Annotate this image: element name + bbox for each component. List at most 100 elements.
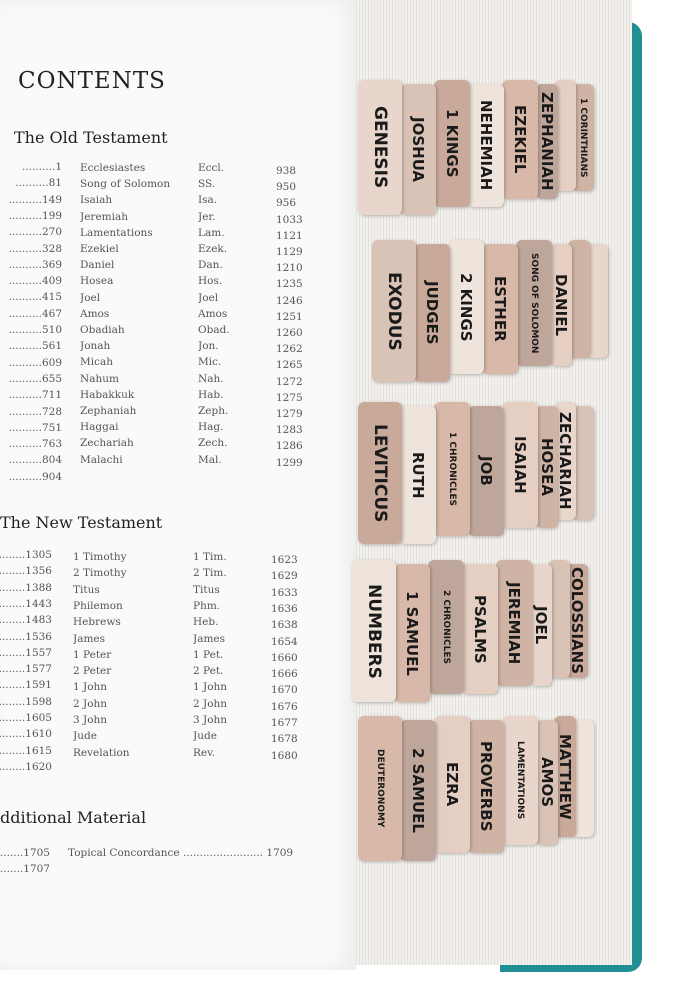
book-tab[interactable]: NUMBERS: [352, 560, 396, 702]
book-name: 2 John: [73, 697, 108, 710]
book-abbrev: 2 John: [193, 697, 228, 710]
book-tab[interactable]: MATTHEW: [554, 716, 576, 837]
book-tab[interactable]: 2 CHRONICLES: [428, 560, 464, 694]
book-tab[interactable]: NEHEMIAH: [468, 84, 504, 207]
book-tab[interactable]: LEVITICUS: [358, 402, 402, 544]
left-page-number: ..........415: [8, 291, 62, 304]
page-number: 1623: [271, 554, 298, 566]
book-tab[interactable]: [586, 244, 608, 358]
book-tab[interactable]: 1 KINGS: [434, 80, 470, 207]
book-abbrev: Zeph.: [198, 405, 229, 417]
book-tab[interactable]: JUDGES: [414, 244, 450, 382]
book-tab[interactable]: 1 CORINTHIANS: [572, 84, 594, 191]
book-abbrev: Isa.: [198, 194, 218, 207]
book-tab[interactable]: EXODUS: [372, 240, 416, 382]
book-tab-label: 2 SAMUEL: [409, 748, 427, 833]
book-tab-label: JOEL: [532, 605, 550, 645]
book-tab-label: DANIEL: [552, 274, 570, 336]
book-name: 2 Timothy: [73, 567, 127, 580]
book-tab[interactable]: SONG OF SOLOMON: [516, 240, 552, 366]
book-abbrev: 1 John: [193, 681, 228, 694]
page-number: 1677: [271, 717, 298, 729]
book-name: 3 John: [73, 714, 108, 726]
page-number: 1633: [271, 586, 298, 599]
book-tab[interactable]: GENESIS: [358, 80, 402, 215]
book-tab[interactable]: ZECHARIAH: [554, 402, 576, 520]
book-tab[interactable]: [568, 240, 590, 358]
book-tab[interactable]: [548, 560, 570, 678]
book-name: Obadiah: [80, 324, 125, 336]
toc-row: Revelation Rev. 1680: [73, 747, 298, 763]
book-tab[interactable]: DEUTERONOMY: [358, 716, 402, 861]
book-tab[interactable]: PSALMS: [462, 564, 498, 694]
book-tab[interactable]: JEREMIAH: [496, 560, 532, 686]
book-tab[interactable]: DANIEL: [550, 244, 572, 366]
page-number: 950: [276, 181, 297, 194]
book-tab[interactable]: 2 SAMUEL: [400, 720, 436, 861]
book-tab-label: LAMENTATIONS: [515, 741, 525, 820]
book-tab[interactable]: RUTH: [400, 406, 436, 544]
page-number: 1636: [271, 602, 298, 615]
book-tab[interactable]: JOB: [468, 406, 504, 536]
book-tab-label: NUMBERS: [364, 583, 384, 679]
book-tab[interactable]: JOEL: [530, 564, 552, 686]
page-number: 1275: [276, 391, 303, 404]
new-testament-heading: The New Testament: [0, 513, 163, 532]
book-tab-label: GENESIS: [370, 106, 390, 189]
book-abbrev: Joel: [198, 291, 219, 304]
toc-row: 1 Peter 1 Pet. 1660: [73, 649, 298, 665]
book-tab[interactable]: ESTHER: [482, 244, 518, 374]
page-number: 1033: [276, 213, 303, 226]
left-page-number: ..........1483: [0, 614, 52, 627]
additional-material-heading: dditional Material: [0, 808, 147, 827]
book-tab[interactable]: JOSHUA: [400, 84, 436, 215]
book-tab-label: SONG OF SOLOMON: [529, 252, 539, 354]
book-tab-label: JUDGES: [423, 281, 441, 345]
toc-row: Hosea Hos. 1235: [80, 275, 303, 291]
book-name: Lamentations: [80, 226, 153, 239]
page-number: 1246: [276, 294, 303, 307]
page-number: 1678: [271, 733, 298, 746]
book-tab-label: COLOSSIANS: [568, 567, 586, 675]
page-number: 1121: [276, 229, 303, 242]
book-tab[interactable]: EZEKIEL: [502, 80, 538, 199]
left-page-number: ..........1388: [0, 581, 52, 594]
book-tab[interactable]: [554, 80, 576, 191]
book-tab[interactable]: 1 SAMUEL: [394, 564, 430, 702]
book-name: Hebrews: [73, 616, 121, 629]
toc-row: 2 John 2 John 1676: [73, 698, 298, 714]
page-number: 1286: [276, 440, 303, 453]
book-tab[interactable]: [572, 406, 594, 520]
book-tab-label: JOB: [477, 456, 495, 486]
book-tab[interactable]: COLOSSIANS: [566, 564, 588, 678]
book-tab[interactable]: PROVERBS: [468, 720, 504, 853]
book-abbrev: 2 Pet.: [193, 665, 224, 678]
book-tab[interactable]: AMOS: [536, 720, 558, 845]
book-tab[interactable]: ISAIAH: [502, 402, 538, 528]
toc-row: 1 Timothy 1 Tim. 1623: [73, 551, 298, 567]
page-number: 1129: [276, 246, 303, 258]
book-tab[interactable]: LAMENTATIONS: [502, 716, 538, 845]
toc-row: Micah Mic. 1265: [80, 356, 303, 372]
book-tab-label: PROVERBS: [477, 741, 495, 832]
book-tab[interactable]: ZEPHANIAH: [536, 84, 558, 199]
book-tab-label: ZEPHANIAH: [538, 92, 556, 191]
page-number: 1654: [271, 635, 298, 648]
book-tab-label: RUTH: [409, 451, 427, 499]
page-number: 1299: [276, 456, 303, 469]
book-tab[interactable]: 1 CHRONICLES: [434, 402, 470, 536]
left-page-number: ..........467: [8, 307, 62, 320]
book-abbrev: Mic.: [198, 356, 222, 369]
book-tab[interactable]: [572, 720, 594, 837]
page-number: 1262: [276, 343, 303, 356]
book-tab[interactable]: 2 KINGS: [448, 240, 484, 374]
book-abbrev: Zech.: [198, 437, 228, 450]
page-number: 1235: [276, 278, 303, 291]
book-tab[interactable]: EZRA: [434, 716, 470, 853]
page-number: 1260: [276, 327, 303, 339]
book-tab-label: LEVITICUS: [370, 423, 390, 523]
book-tab[interactable]: HOSEA: [536, 406, 558, 528]
book-tab-label: 1 SAMUEL: [403, 590, 421, 676]
left-page-number: ..........609: [8, 356, 62, 369]
book-tab-label: ISAIAH: [511, 436, 529, 494]
